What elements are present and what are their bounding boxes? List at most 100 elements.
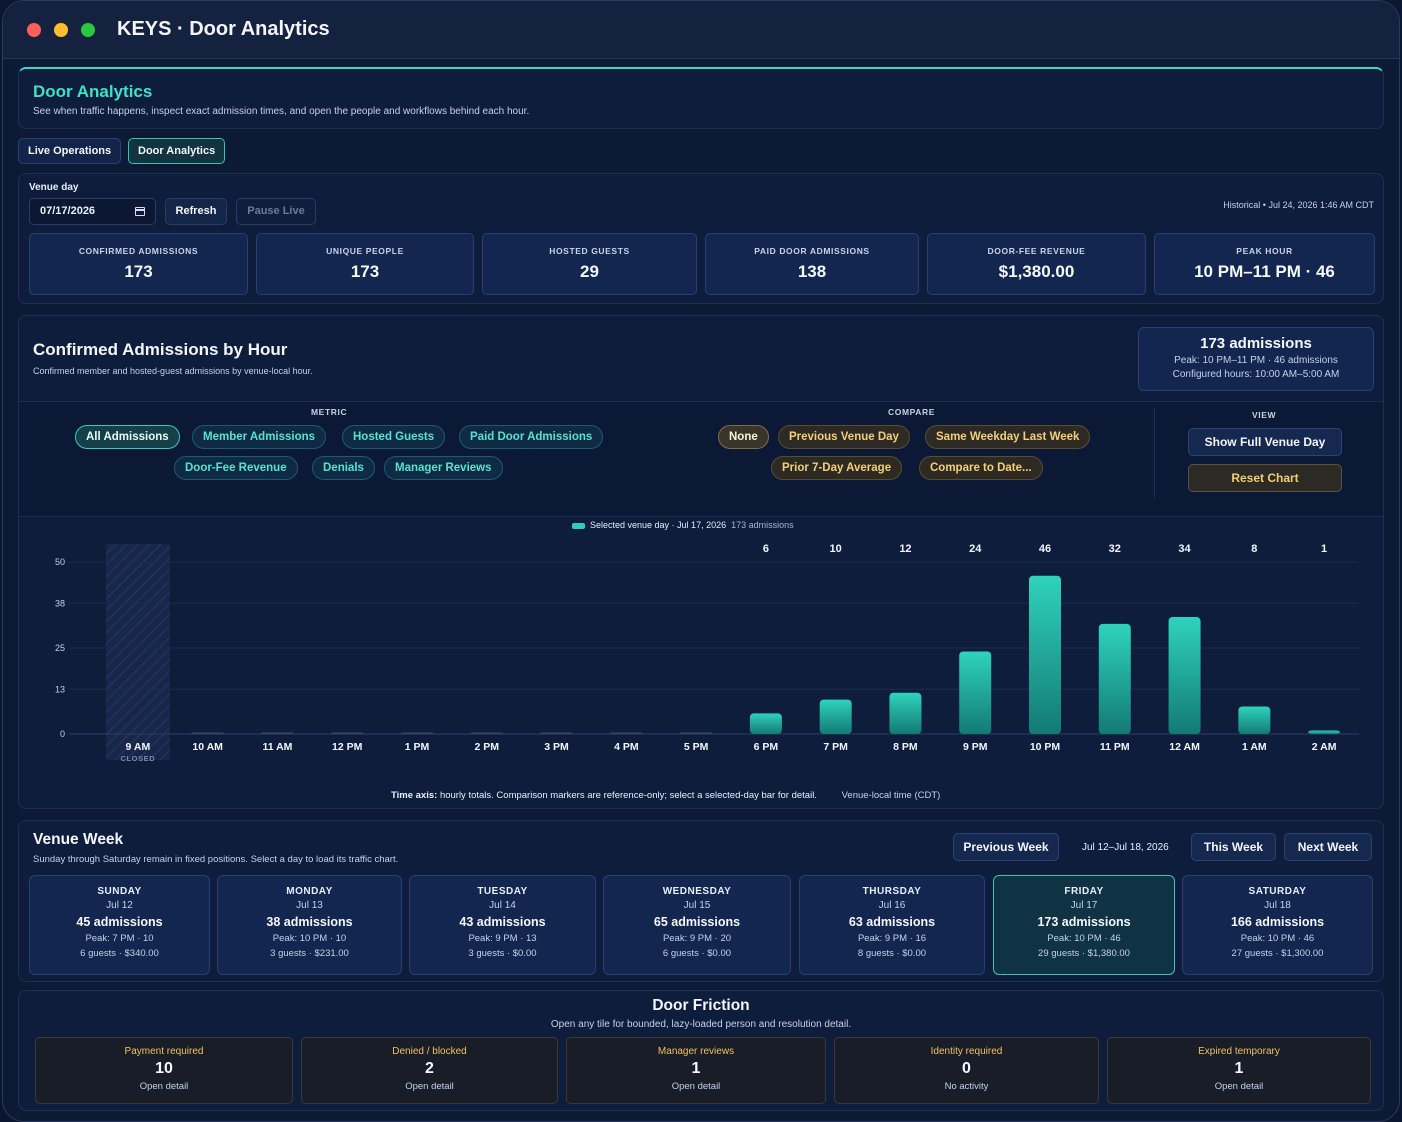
day-date: Jul 14 (489, 900, 516, 911)
calendar-icon[interactable] (135, 207, 145, 216)
venue-day-label: Venue day (29, 182, 79, 193)
day-card-monday[interactable]: MONDAY Jul 13 38 admissions Peak: 10 PM … (217, 875, 402, 975)
day-card-wednesday[interactable]: WEDNESDAY Jul 15 65 admissions Peak: 9 P… (603, 875, 791, 975)
day-guests: 27 guests · $1,300.00 (1231, 948, 1324, 959)
pause-live-button[interactable]: Pause Live (236, 198, 316, 225)
tile-detail: Open detail (1214, 1081, 1264, 1092)
compare-to-date[interactable]: Compare to Date... (919, 456, 1043, 480)
tile-detail: No activity (944, 1081, 989, 1092)
minimize-window-button[interactable] (54, 23, 68, 37)
legend-label: Selected venue day · Jul 17, 2026 (590, 520, 727, 530)
historical-timestamp: Historical • Jul 24, 2026 1:46 AM CDT (1223, 200, 1374, 210)
kpi-label: DOOR-FEE REVENUE (987, 246, 1086, 256)
kpi-value: $1,380.00 (998, 262, 1075, 281)
show-full-venue-day-button[interactable]: Show Full Venue Day (1188, 428, 1342, 456)
data-label: 32 (1109, 543, 1121, 555)
close-window-button[interactable] (27, 23, 41, 37)
day-card-sunday[interactable]: SUNDAY Jul 12 45 admissions Peak: 7 PM ·… (29, 875, 210, 975)
week-range: Jul 12–Jul 18, 2026 (1082, 842, 1169, 853)
day-card-thursday[interactable]: THURSDAY Jul 16 63 admissions Peak: 9 PM… (799, 875, 985, 975)
footnote-text: hourly totals. Comparison markers are re… (439, 790, 817, 801)
day-card-friday[interactable]: FRIDAY Jul 17 173 admissions Peak: 10 PM… (993, 875, 1175, 975)
kpi-label: PEAK HOUR (1236, 246, 1293, 256)
kpi-unique-people: UNIQUE PEOPLE 173 (256, 233, 474, 295)
bar-12-pm (331, 732, 364, 734)
compare-prior-7-day-average[interactable]: Prior 7-Day Average (771, 456, 903, 480)
day-card-tuesday[interactable]: TUESDAY Jul 14 43 admissions Peak: 9 PM … (409, 875, 596, 975)
admissions-chart-panel: Confirmed Admissions by Hour Confirmed m… (18, 315, 1384, 809)
refresh-button[interactable]: Refresh (165, 198, 227, 225)
metric-manager-reviews[interactable]: Manager Reviews (384, 456, 503, 480)
tab-live-operations[interactable]: Live Operations (18, 138, 122, 164)
day-name: WEDNESDAY (662, 886, 732, 897)
bar-3-pm (540, 732, 573, 734)
metric-all-admissions[interactable]: All Admissions (75, 425, 180, 449)
chart-legend: Selected venue day · Jul 17, 2026 173 adm… (572, 520, 794, 530)
metric-paid-door-admissions[interactable]: Paid Door Admissions (459, 425, 604, 449)
footnote-label: Time axis: (391, 790, 438, 801)
day-card-saturday[interactable]: SATURDAY Jul 18 166 admissions Peak: 10 … (1182, 875, 1373, 975)
friction-tile-expired-temporary[interactable]: Expired temporary 1 Open detail (1107, 1037, 1371, 1104)
kpi-peak-hour: PEAK HOUR 10 PM–11 PM · 46 (1154, 233, 1375, 295)
data-label: 12 (899, 543, 911, 555)
day-admissions: 65 admissions (653, 915, 741, 929)
friction-tile-manager-reviews[interactable]: Manager reviews 1 Open detail (566, 1037, 826, 1104)
metric-door-fee-revenue[interactable]: Door-Fee Revenue (174, 456, 298, 480)
friction-tile-payment-required[interactable]: Payment required 10 Open detail (35, 1037, 293, 1104)
venue-week-title: Venue Week (33, 831, 124, 848)
x-tick-label: 9 PM (963, 741, 988, 753)
options-divider (1154, 408, 1155, 498)
metric-hosted-guests[interactable]: Hosted Guests (342, 425, 446, 449)
day-peak: Peak: 7 PM · 10 (85, 933, 154, 944)
controls-panel: Venue day 07/17/2026 Refresh Pause Live … (18, 173, 1384, 304)
kpi-value: 29 (580, 262, 599, 281)
tile-value: 0 (962, 1060, 971, 1077)
metric-member-admissions[interactable]: Member Admissions (192, 425, 327, 449)
day-peak: Peak: 9 PM · 13 (468, 933, 537, 944)
compare-label: COMPARE (888, 407, 936, 417)
door-friction-subtitle: Open any tile for bounded, lazy-loaded p… (550, 1019, 852, 1030)
bar-5-pm (680, 732, 713, 734)
x-tick-label: 11 PM (1100, 741, 1130, 753)
venue-day-date-input[interactable]: 07/17/2026 (29, 198, 156, 225)
x-tick-label: 4 PM (614, 741, 639, 753)
day-name: THURSDAY (862, 886, 922, 897)
page-title: Door Analytics (33, 82, 153, 101)
day-admissions: 166 admissions (1230, 915, 1325, 929)
closed-label: CLOSED (120, 754, 155, 763)
day-name: TUESDAY (477, 886, 528, 897)
friction-tile-denied-blocked[interactable]: Denied / blocked 2 Open detail (301, 1037, 558, 1104)
day-guests: 29 guests · $1,380.00 (1038, 948, 1130, 959)
day-peak: Peak: 10 PM · 46 (1240, 933, 1315, 944)
kpi-paid-door-admissions: PAID DOOR ADMISSIONS 138 (705, 233, 919, 295)
bar-7-pm (819, 699, 852, 734)
day-date: Jul 17 (1070, 900, 1098, 911)
previous-week-button[interactable]: Previous Week (953, 833, 1059, 861)
this-week-button[interactable]: This Week (1191, 833, 1276, 861)
chart-subtitle: Confirmed member and hosted-guest admiss… (33, 366, 313, 376)
tile-value: 1 (691, 1060, 701, 1077)
page-header: Door Analytics See when traffic happens,… (18, 67, 1384, 129)
day-guests: 6 guests · $340.00 (80, 948, 159, 959)
closed-hour-region (105, 544, 170, 760)
compare-previous-venue-day[interactable]: Previous Venue Day (778, 425, 910, 449)
tile-label: Denied / blocked (392, 1046, 467, 1057)
maximize-window-button[interactable] (81, 23, 95, 37)
friction-tile-identity-required[interactable]: Identity required 0 No activity (834, 1037, 1099, 1104)
venue-week-subtitle: Sunday through Saturday remain in fixed … (33, 854, 399, 865)
next-week-button[interactable]: Next Week (1284, 833, 1372, 861)
reset-chart-button[interactable]: Reset Chart (1188, 464, 1342, 492)
day-date: Jul 18 (1264, 900, 1291, 911)
x-tick-label: 3 PM (544, 741, 569, 753)
day-peak: Peak: 9 PM · 20 (662, 933, 732, 944)
page-subtitle: See when traffic happens, inspect exact … (33, 106, 530, 117)
chart-title: Confirmed Admissions by Hour (33, 340, 288, 359)
tab-door-analytics[interactable]: Door Analytics (128, 138, 226, 164)
day-admissions: 173 admissions (1037, 915, 1131, 929)
compare-none[interactable]: None (718, 425, 769, 449)
tile-label: Manager reviews (657, 1046, 735, 1057)
data-label: 24 (969, 543, 982, 555)
metric-denials[interactable]: Denials (312, 456, 375, 480)
compare-same-weekday-last-week[interactable]: Same Weekday Last Week (925, 425, 1091, 449)
